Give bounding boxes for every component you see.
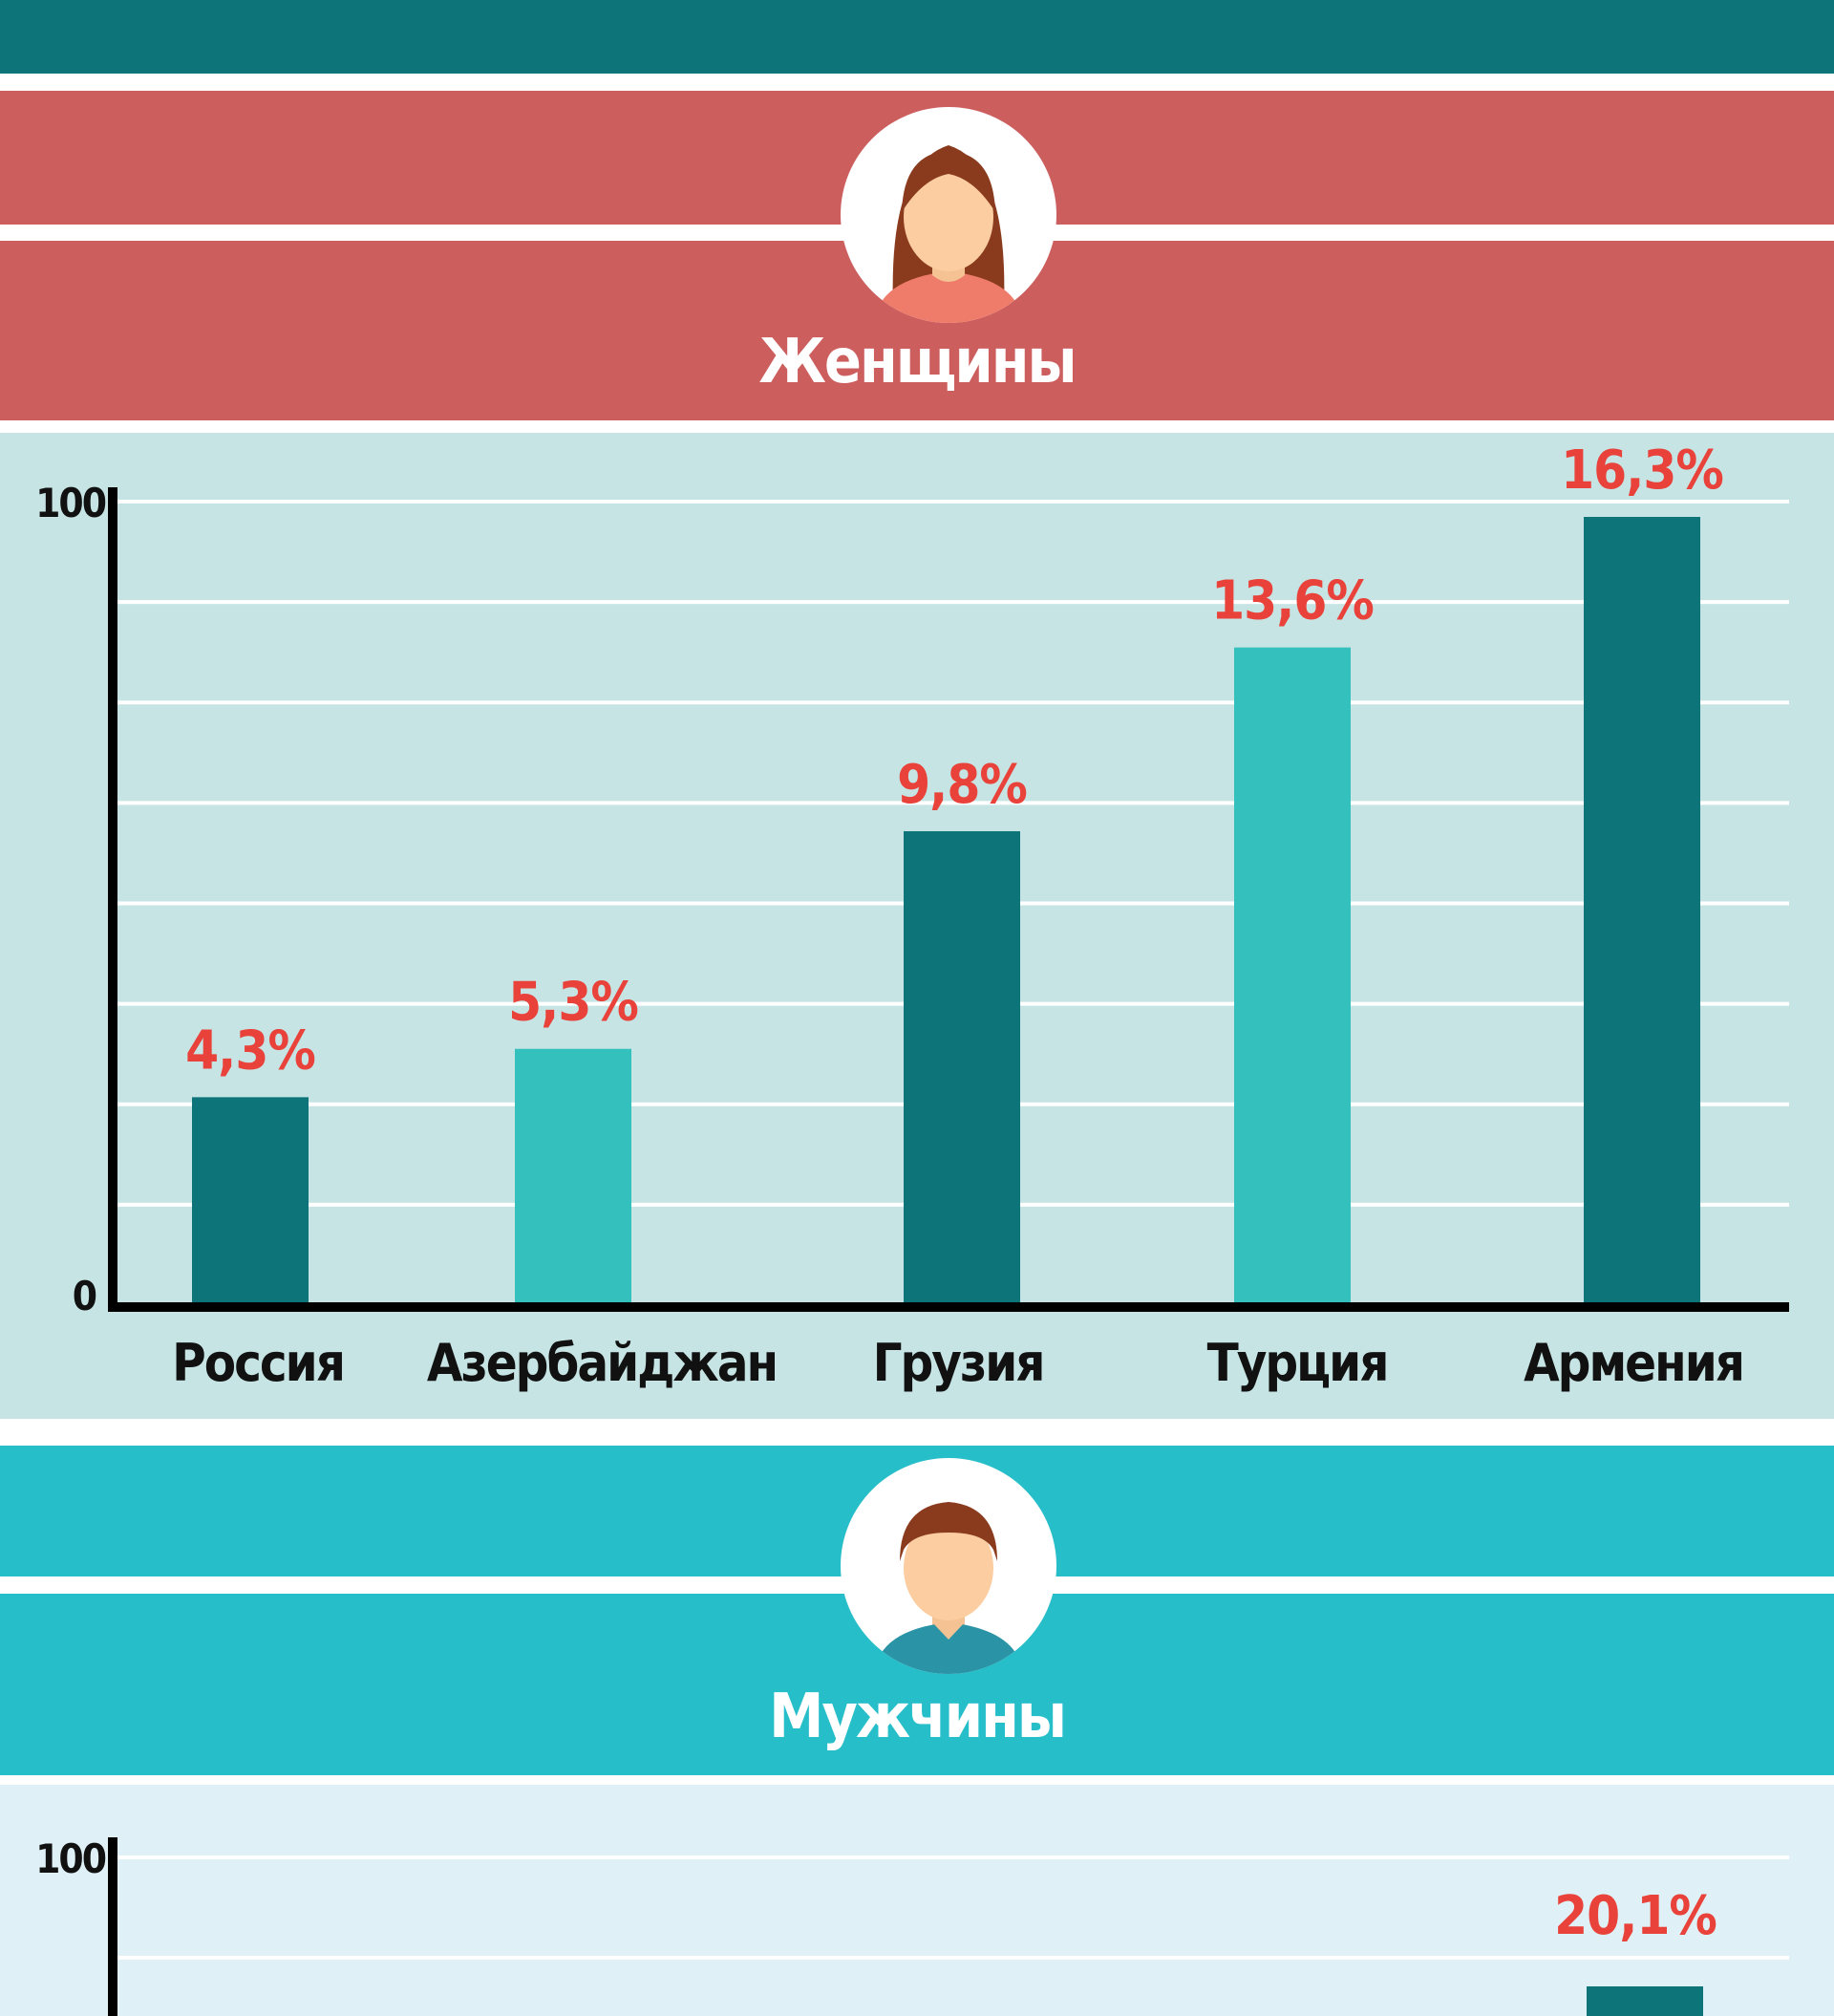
category-label: Россия <box>172 1333 344 1393</box>
man-avatar-icon <box>841 1458 1056 1674</box>
bar <box>1234 647 1351 1305</box>
y-tick-label: 0 <box>73 1273 96 1319</box>
header-band <box>0 0 1834 74</box>
y-tick-label: 100 <box>35 1835 106 1882</box>
bar <box>1587 1986 1703 2016</box>
y-tick-label: 100 <box>35 480 106 526</box>
value-label: 5,3% <box>508 972 638 1034</box>
bar <box>515 1048 631 1305</box>
category-label: Азербайджан <box>427 1333 777 1393</box>
value-label: 13,6% <box>1211 570 1374 633</box>
category-label: Грузия <box>873 1333 1044 1393</box>
value-label: 9,8% <box>897 754 1027 816</box>
male-bar-chart: 20,1% 100 <box>35 1835 1789 2016</box>
category-label: Турция <box>1207 1333 1388 1393</box>
category-label: Армения <box>1524 1333 1743 1393</box>
bar <box>192 1097 309 1305</box>
value-label: 4,3% <box>185 1019 315 1082</box>
value-label: 16,3% <box>1561 440 1723 502</box>
bar <box>1584 517 1700 1305</box>
female-bar-chart: 4,3% Россия 5,3% Азербайджан 9,8% Грузия 13,6%… <box>35 440 1789 1393</box>
value-label: 20,1% <box>1554 1885 1717 1947</box>
male-chart-area <box>0 1785 1834 2016</box>
bar <box>904 830 1020 1305</box>
woman-avatar-icon <box>841 107 1056 323</box>
female-section-title: Женщины <box>758 327 1077 397</box>
male-section-title: Мужчины <box>769 1682 1067 1752</box>
